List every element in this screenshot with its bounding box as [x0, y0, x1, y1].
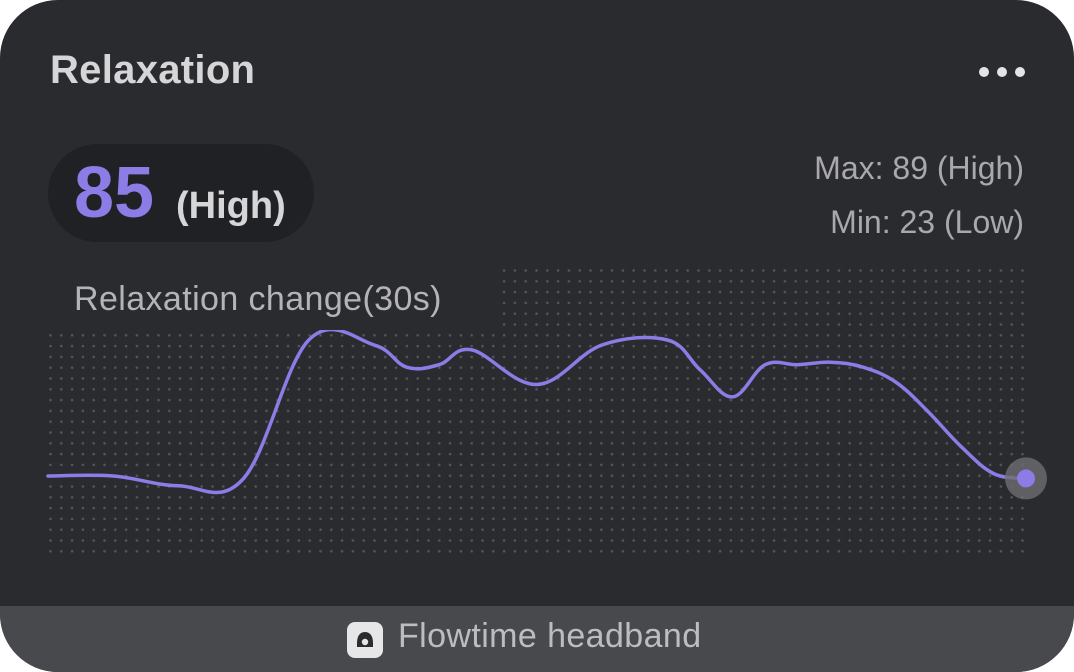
min-stat: Min: 23 (Low): [830, 204, 1024, 240]
more-options-button[interactable]: [970, 52, 1034, 92]
device-name: Flowtime headband: [398, 617, 702, 655]
current-score-pill: [48, 144, 314, 242]
more-horizontal-icon: [979, 67, 1025, 77]
current-score-level: (High): [176, 185, 286, 227]
relaxation-series-line: [46, 327, 1028, 495]
current-point-marker: [1017, 469, 1035, 488]
current-score-value: 85: [74, 153, 155, 233]
card-title: Relaxation: [50, 48, 256, 92]
max-stat: Max: 89 (High): [814, 150, 1024, 186]
chart-label: Relaxation change(30s): [74, 280, 442, 318]
device-footer: [0, 606, 1074, 672]
chart-label-background: [48, 268, 498, 330]
headband-icon: [347, 622, 383, 658]
